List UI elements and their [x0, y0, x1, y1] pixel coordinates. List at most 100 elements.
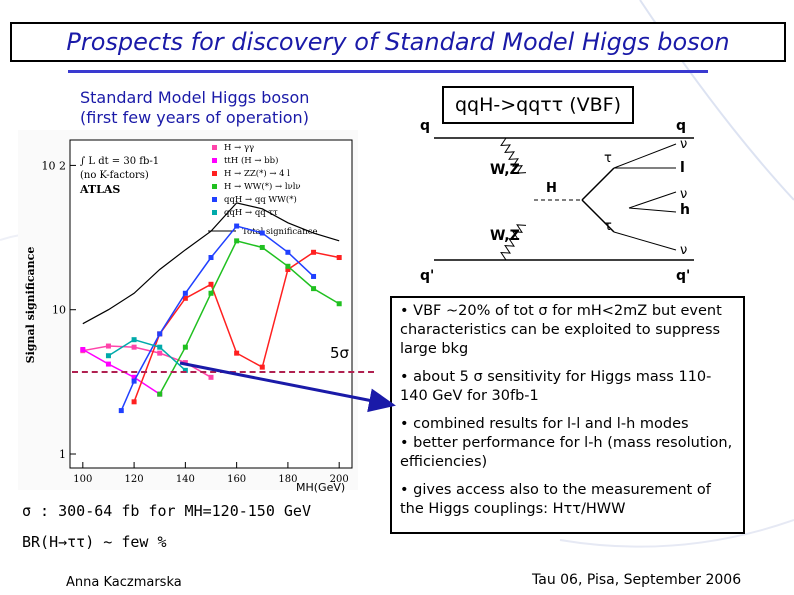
quark-in-top-label: q: [420, 118, 430, 134]
legend-marker: [212, 158, 217, 163]
y-tick-label: 1: [59, 448, 66, 461]
legend-label: qqH → qq WW(*): [224, 194, 297, 205]
series-point: [285, 263, 291, 269]
tau-top-label: τ: [604, 151, 612, 166]
footer-event: Tau 06, Pisa, September 2006: [532, 572, 742, 588]
quark-in-bottom-label: q': [420, 268, 434, 284]
x-tick-label: 200: [330, 474, 349, 485]
series-point: [285, 266, 291, 272]
plot-legend: H → γγ ttH (H → bb) H → ZZ(*) → 4 l H → WW(…: [208, 143, 318, 237]
title-underline: [68, 70, 708, 73]
footer-author: Anna Kaczmarska: [66, 575, 182, 590]
series-point: [311, 286, 317, 292]
tau-line-top: [581, 167, 615, 201]
quark-out-bottom-label: q': [676, 268, 690, 284]
series-point: [157, 344, 163, 350]
series-line: [82, 348, 161, 395]
legend-label: H → ZZ(*) → 4 l: [224, 168, 290, 179]
title-box: Prospects for discovery of Standard Mode…: [10, 22, 786, 62]
slide-title: Prospects for discovery of Standard Mode…: [66, 28, 730, 56]
plot-caption-line1: Standard Model Higgs boson: [80, 88, 310, 107]
legend-marker: [212, 145, 217, 150]
series-point: [118, 408, 124, 414]
series-point: [131, 399, 137, 405]
tau-bottom-label: τ: [604, 219, 612, 234]
series-point: [105, 361, 111, 367]
neutrino-line-bottom: [613, 231, 677, 251]
series-point: [285, 249, 291, 255]
legend-marker: [212, 171, 217, 176]
w-boson-top: [500, 137, 527, 174]
series-line: [82, 202, 340, 325]
x-tick-label: 140: [176, 474, 195, 485]
neutrino-line-top: [613, 143, 677, 169]
series-line: [108, 338, 186, 371]
legend-marker: [212, 197, 217, 202]
mh-axis-label: MH(GeV): [296, 481, 346, 494]
significance-plot: Signal significance ∫ L dt = 30 fb-1 (no…: [18, 130, 358, 490]
wz-bottom-label: W,Z: [490, 228, 520, 244]
five-sigma-line: [72, 371, 374, 373]
series-point: [182, 295, 188, 301]
series-point: [336, 301, 342, 307]
series-line: [159, 239, 340, 395]
series-point: [311, 273, 317, 279]
legend-marker: [212, 210, 217, 215]
series-point: [336, 255, 342, 261]
x-tick-label: 160: [227, 474, 246, 485]
lepton-neutrino-line: [628, 191, 677, 209]
wz-top-label: W,Z: [490, 162, 520, 178]
legend-label: Total significance: [242, 227, 318, 237]
legend-label: ttH (H → bb): [224, 155, 278, 166]
series-point: [234, 223, 240, 229]
x-tick-label: 180: [278, 474, 297, 485]
series-point: [157, 391, 163, 397]
higgs-label: H: [546, 181, 557, 196]
legend-label: H → γγ: [224, 143, 254, 153]
plot-caption: Standard Model Higgs boson (first few ye…: [80, 88, 309, 128]
legend-label: qqH → qq ττ: [224, 208, 278, 218]
bullet-combined-results: • combined results for l-l and l-h modes: [400, 416, 689, 432]
x-tick-label: 100: [73, 474, 92, 485]
nu-l-label: ν: [680, 187, 687, 202]
vbf-feynman-diagram: q q W,Z W,Z H τ τ ν l ν h ν q' q': [420, 118, 694, 284]
series-point: [208, 374, 214, 380]
plot-ylabel: Signal significance: [24, 247, 37, 364]
hadron-line: [628, 207, 677, 213]
tau-line-bottom: [581, 199, 615, 233]
series-point: [157, 331, 163, 337]
series-point: [234, 350, 240, 356]
plot-ticks: 100 120 140 160 180 200 10 2 10 1: [42, 159, 349, 485]
series-point: [105, 343, 111, 349]
series-point: [234, 238, 240, 244]
series-point: [105, 353, 111, 359]
series-point: [259, 364, 265, 370]
branching-ratio-text: BR(H→ττ) ~ few %: [22, 533, 167, 551]
series-point: [80, 347, 86, 353]
series-point: [131, 337, 137, 343]
cross-section-text: σ : 300-64 fb for MH=120-150 GeV: [22, 502, 311, 520]
bullet-sensitivity: • about 5 σ sensitivity for Higgs mass 1…: [400, 369, 712, 404]
five-sigma-label: 5σ: [330, 344, 350, 362]
series-point: [208, 290, 214, 296]
series-point: [131, 374, 137, 380]
w-boson-bottom: [500, 224, 527, 261]
plot-caption-line2: (first few years of operation): [80, 108, 309, 127]
series-point: [182, 290, 188, 296]
series-point: [182, 360, 188, 366]
series-point: [259, 244, 265, 250]
quark-out-top-label: q: [676, 118, 686, 134]
x-tick-label: 120: [125, 474, 144, 485]
bullet-couplings: • gives access also to the measurement o…: [400, 482, 711, 517]
nu-tau-top-label: ν: [680, 137, 687, 152]
series-point: [131, 344, 137, 350]
y-tick-label: 10 2: [42, 159, 67, 172]
bullet-box: • VBF ~20% of tot σ for mH<2mZ but event…: [390, 296, 745, 534]
nu-tau-bottom-label: ν: [680, 243, 687, 258]
series-point: [208, 255, 214, 261]
experiment-label: ATLAS: [79, 183, 120, 196]
k-factor-label: (no K-factors): [80, 170, 149, 181]
lumi-label: ∫ L dt = 30 fb-1: [80, 156, 159, 167]
lepton-label: l: [680, 160, 685, 176]
hadron-label: h: [680, 202, 690, 218]
